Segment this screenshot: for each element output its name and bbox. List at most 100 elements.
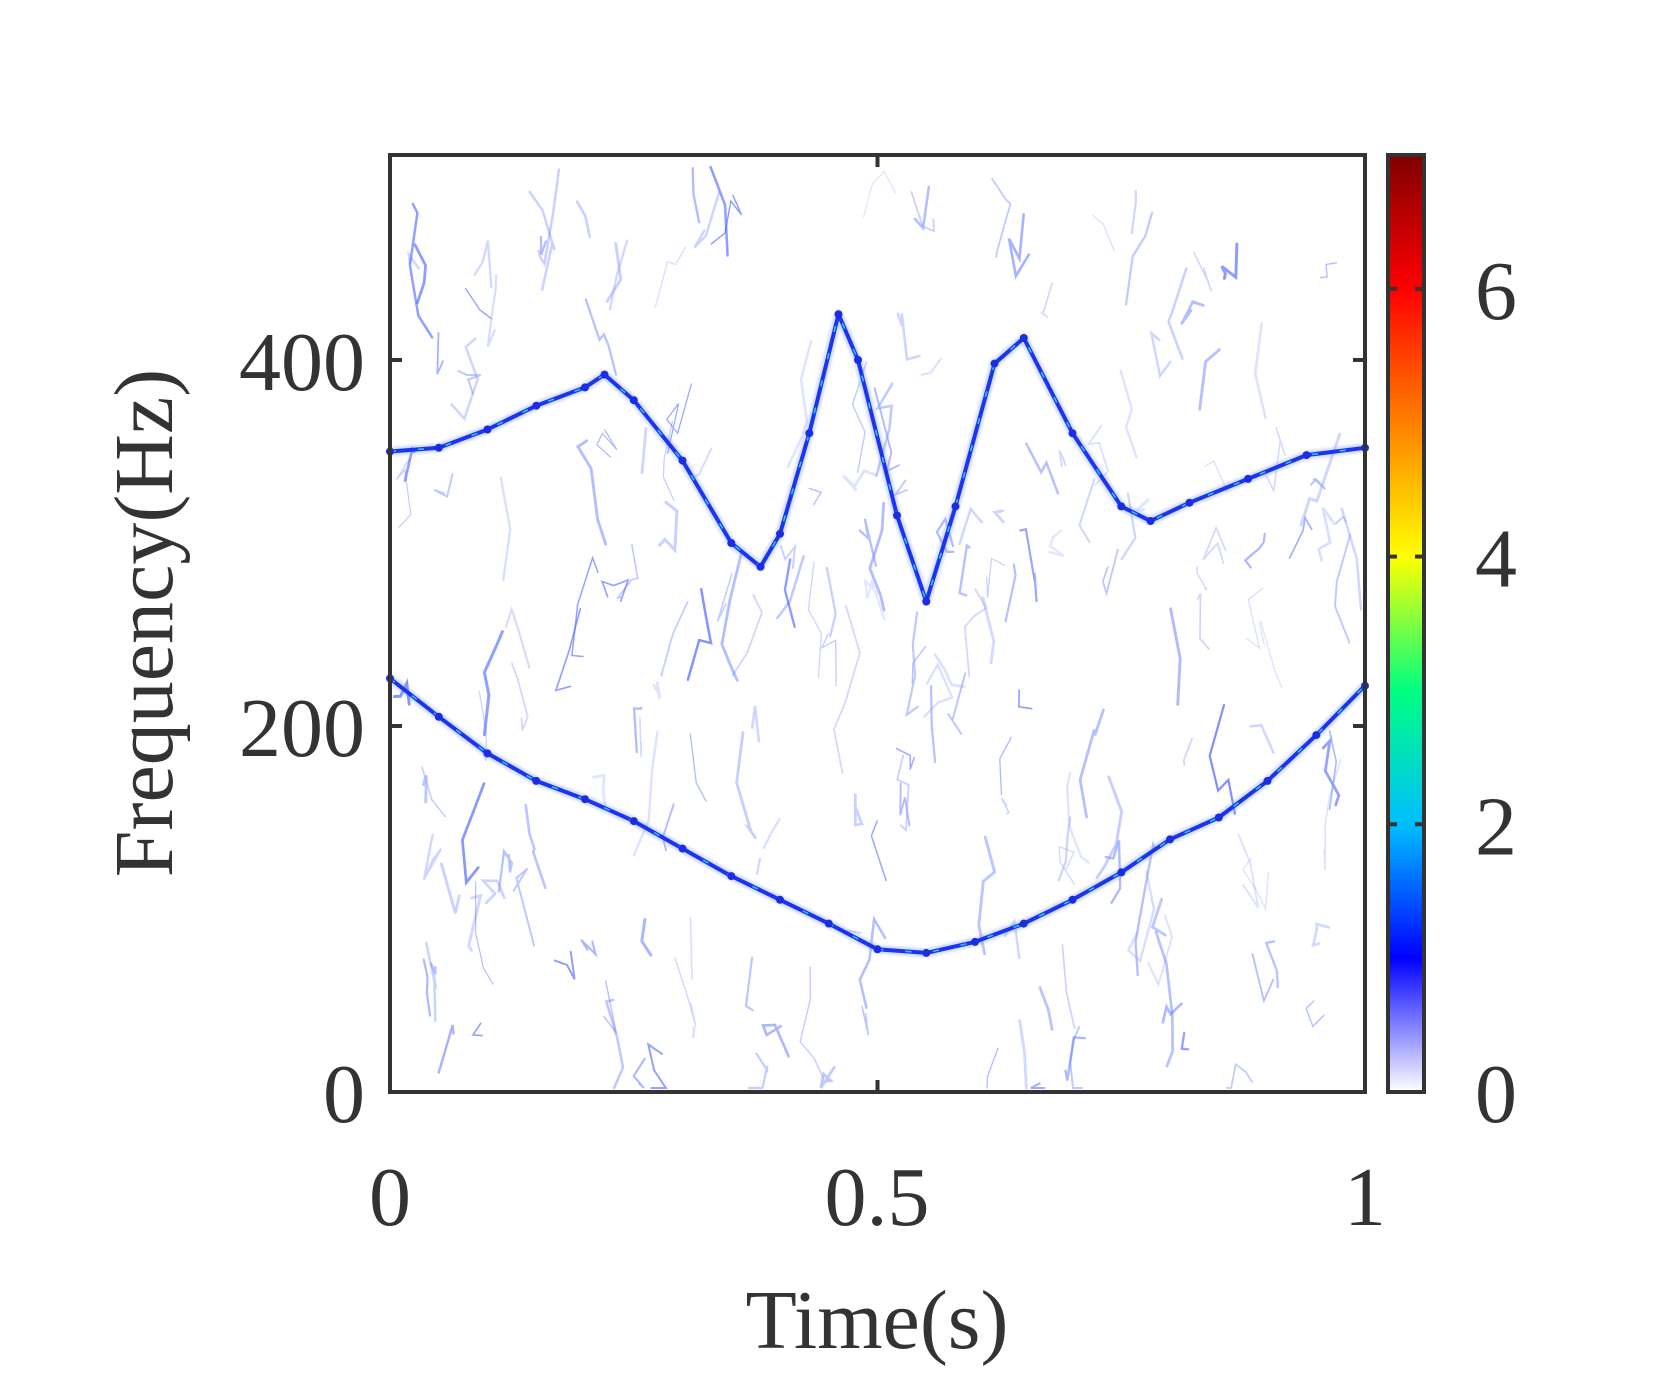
plot-area xyxy=(386,153,1369,1094)
energy-streak xyxy=(747,1052,769,1090)
ridge-lines xyxy=(386,309,1369,958)
energy-streak xyxy=(808,487,823,506)
energy-streak xyxy=(539,235,548,256)
x-axis-label: Time(s) xyxy=(746,1274,1009,1367)
energy-streak xyxy=(461,782,486,886)
energy-streak xyxy=(421,774,428,804)
energy-streak xyxy=(920,357,942,376)
ridge-point xyxy=(1019,919,1028,928)
energy-streak xyxy=(580,938,598,958)
energy-streak xyxy=(429,962,437,975)
ridge-point xyxy=(629,817,638,826)
energy-streak xyxy=(761,1023,790,1058)
y-tick-label: 400 xyxy=(239,316,365,409)
energy-streak xyxy=(905,611,919,718)
energy-streak xyxy=(1169,607,1182,706)
energy-streak xyxy=(691,1025,696,1039)
energy-streak xyxy=(863,170,897,218)
ridge-point xyxy=(483,425,492,434)
energy-streak xyxy=(735,731,757,840)
energy-streak xyxy=(1202,525,1227,564)
energy-streak xyxy=(1311,922,1331,948)
energy-streak xyxy=(992,509,1005,524)
energy-streak xyxy=(524,803,547,890)
energy-streak xyxy=(1328,730,1338,811)
energy-streak xyxy=(858,915,887,1009)
energy-streak xyxy=(464,287,492,320)
energy-streak xyxy=(1161,1002,1183,1024)
ridge-point xyxy=(893,511,901,520)
energy-streak xyxy=(986,1047,999,1089)
energy-streak xyxy=(929,684,937,764)
ridge-point xyxy=(1068,429,1077,438)
energy-streak xyxy=(870,820,887,882)
energy-streak xyxy=(899,782,911,827)
energy-streak xyxy=(958,543,971,597)
energy-streak xyxy=(1061,943,1076,1030)
energy-streak xyxy=(858,518,877,567)
energy-streak xyxy=(1259,620,1283,689)
ridge-point xyxy=(727,539,736,547)
energy-streak xyxy=(439,862,461,914)
energy-streak xyxy=(511,662,529,731)
energy-streak xyxy=(604,998,625,1090)
energy-streak xyxy=(646,1042,668,1089)
energy-streak xyxy=(691,167,701,224)
ridge-point xyxy=(805,429,814,438)
ridge-point xyxy=(922,597,931,606)
energy-streak xyxy=(786,340,813,469)
energy-streak xyxy=(1251,953,1275,1004)
colorbar-tick-label: 2 xyxy=(1475,780,1517,873)
energy-streak xyxy=(755,857,762,876)
energy-streak xyxy=(963,588,988,678)
energy-streak xyxy=(686,587,713,681)
energy-streak xyxy=(1334,533,1352,644)
energy-streak xyxy=(720,551,743,682)
ridge-point xyxy=(1302,451,1311,460)
energy-streak xyxy=(584,298,618,376)
energy-streak xyxy=(1000,797,1010,815)
energy-streak xyxy=(1004,563,1017,623)
colorbar: 0 2 4 6 xyxy=(1386,153,1517,1141)
energy-streak xyxy=(1321,736,1341,807)
energy-streak xyxy=(1119,369,1138,459)
energy-streak xyxy=(457,369,481,395)
energy-streak xyxy=(1340,507,1363,611)
energy-streak xyxy=(762,818,781,850)
energy-streak xyxy=(475,881,494,985)
energy-streak xyxy=(1220,242,1239,281)
energy-streak xyxy=(1197,593,1210,650)
energy-streak xyxy=(512,867,536,947)
ridge-point xyxy=(1312,731,1321,740)
energy-streak xyxy=(1167,267,1188,360)
energy-streak xyxy=(1204,460,1229,493)
energy-streak xyxy=(1149,329,1172,380)
energy-streak xyxy=(896,754,910,833)
ridge-point xyxy=(776,529,784,538)
ridge-point xyxy=(532,776,541,785)
energy-streak xyxy=(1058,845,1076,886)
energy-streak xyxy=(1249,723,1275,754)
energy-streak xyxy=(981,596,996,664)
energy-streak xyxy=(689,733,707,802)
background-energy-texture xyxy=(392,165,1363,1090)
energy-streak xyxy=(910,191,935,233)
energy-streak xyxy=(1225,1062,1253,1089)
energy-streak xyxy=(1319,261,1338,279)
energy-streak xyxy=(1264,940,1279,989)
ridge-point xyxy=(971,937,979,946)
energy-streak xyxy=(1154,930,1174,1068)
energy-streak xyxy=(396,457,412,528)
energy-streak xyxy=(486,274,498,348)
energy-streak xyxy=(1208,704,1236,815)
energy-streak xyxy=(913,185,931,231)
plot-background xyxy=(390,155,1365,1092)
energy-streak xyxy=(861,1006,870,1036)
energy-streak xyxy=(408,202,434,339)
energy-streak xyxy=(750,705,761,743)
energy-streak xyxy=(744,956,754,1012)
energy-streak xyxy=(783,558,796,629)
energy-streak xyxy=(1130,190,1137,235)
energy-streak xyxy=(716,573,733,622)
energy-streak xyxy=(632,730,659,857)
